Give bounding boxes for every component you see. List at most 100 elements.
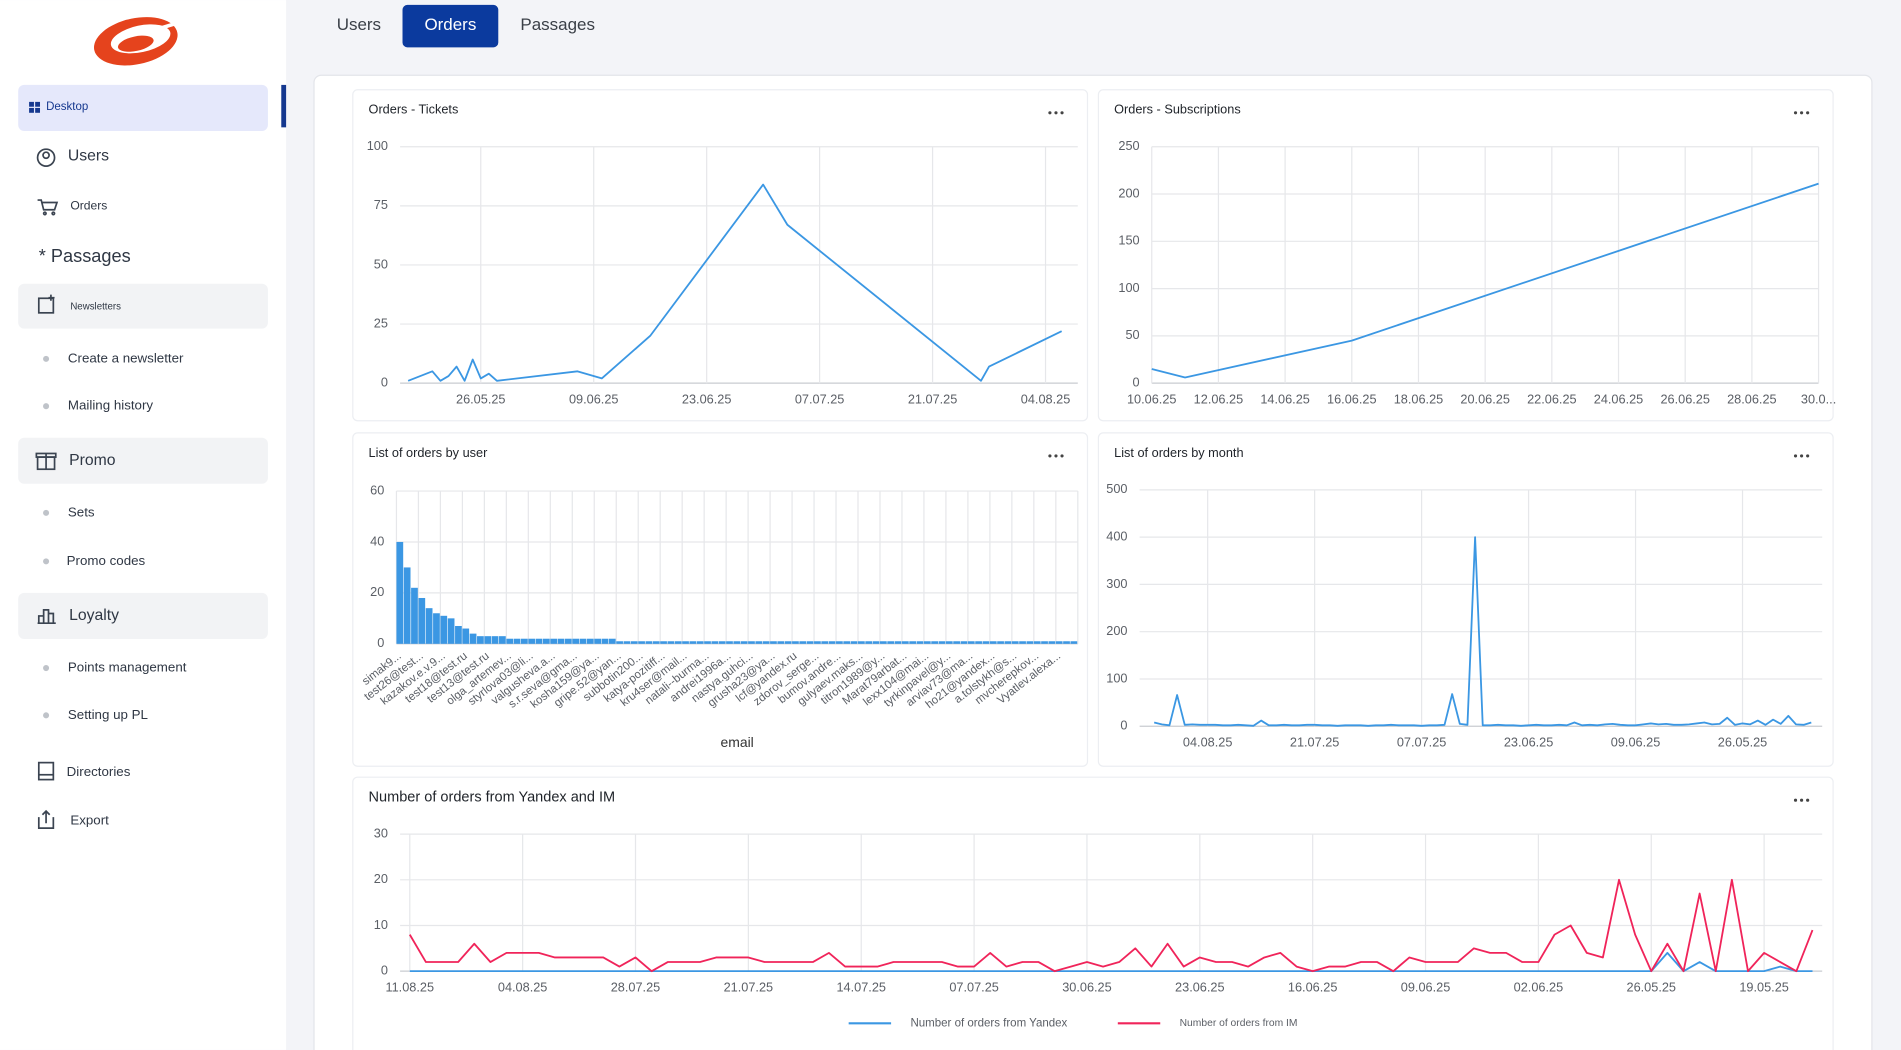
menu-dot: [1060, 454, 1064, 458]
menu-group-bg: [18, 283, 268, 329]
menu-dot: [1048, 111, 1052, 115]
menu-dot: [1793, 798, 1798, 802]
x-tick-label: 14.06.25: [1260, 391, 1310, 406]
bar: [616, 641, 623, 644]
x-tick-label: 21.07.25: [908, 391, 958, 406]
y-tick-label: 200: [1118, 185, 1139, 200]
bar: [799, 641, 807, 644]
bar: [520, 638, 528, 644]
menu-dot: [1054, 111, 1058, 115]
x-tick-label: 16.06.25: [1288, 979, 1338, 994]
menu-active-bar: [281, 84, 287, 128]
menu-item[interactable]: Directories: [67, 764, 131, 779]
bar: [975, 641, 982, 644]
menu-dot: [1793, 454, 1798, 458]
newsletter-icon: [37, 294, 55, 314]
line: [409, 951, 1813, 973]
line: [1153, 536, 1812, 727]
bar: [425, 608, 433, 644]
chart-title: Number of orders from Yandex and IM: [369, 790, 616, 806]
cart-icon: [37, 199, 59, 216]
x-tick-label: 04.08.25: [498, 979, 548, 994]
bar: [550, 638, 558, 644]
bar: [923, 641, 931, 644]
bar: [704, 641, 711, 644]
menu-subitem[interactable]: Setting up PL: [68, 707, 148, 722]
bar: [682, 641, 689, 644]
bullet: [43, 712, 50, 719]
bullet: [43, 558, 50, 565]
bar: [1070, 641, 1078, 644]
bar: [989, 641, 997, 644]
menu-dot: [1800, 798, 1804, 802]
chart-title: Orders - Subscriptions: [1114, 102, 1241, 117]
bar: [477, 636, 484, 644]
bar: [513, 638, 521, 644]
menu-item[interactable]: Newsletters: [70, 301, 121, 312]
y-tick-label: 0: [381, 963, 388, 978]
x-tick-label: 23.06.25: [1175, 979, 1225, 994]
tab[interactable]: Users: [337, 15, 381, 34]
bar: [1004, 641, 1012, 644]
tab[interactable]: Orders: [424, 15, 476, 34]
x-tick-label: 26.05.25: [1718, 735, 1768, 750]
chart-title: List of orders by user: [369, 445, 489, 460]
y-tick-label: 0: [377, 635, 384, 650]
bar: [433, 613, 440, 644]
menu-subitem[interactable]: Promo codes: [67, 553, 146, 568]
menu-group-bg: [18, 592, 268, 639]
menu-subitem[interactable]: Sets: [68, 504, 95, 519]
bar: [535, 638, 543, 644]
y-tick-label: 100: [367, 138, 388, 153]
bar: [740, 641, 748, 644]
x-tick-label: 07.07.25: [795, 391, 845, 406]
bar: [499, 636, 506, 644]
menu-item[interactable]: Loyalty: [69, 607, 119, 624]
bar: [396, 541, 404, 644]
y-tick-label: 150: [1118, 233, 1139, 248]
tab-active-bg[interactable]: [402, 4, 499, 48]
bar: [865, 641, 873, 644]
chart-title: List of orders by month: [1114, 445, 1243, 460]
menu-item[interactable]: Promo: [69, 452, 116, 469]
bar: [726, 641, 733, 644]
menu-section[interactable]: * Passages: [39, 246, 131, 266]
chart-card: [352, 776, 1834, 1050]
x-tick-label: 09.06.25: [569, 391, 619, 406]
menu-subitem[interactable]: Points management: [68, 660, 187, 675]
y-tick-label: 250: [1118, 138, 1139, 153]
bar: [1048, 641, 1056, 644]
menu-dot: [1048, 454, 1052, 458]
bullet: [43, 509, 50, 516]
y-tick-label: 20: [374, 871, 388, 886]
x-tick-label: 07.07.25: [1397, 735, 1447, 750]
chart-card: [352, 432, 1089, 767]
y-tick-label: 500: [1106, 481, 1127, 496]
bar: [667, 641, 675, 644]
menu-item[interactable]: Users: [68, 148, 109, 165]
bar: [689, 641, 697, 644]
menu-dot: [1806, 454, 1810, 458]
menu-item[interactable]: Orders: [70, 198, 107, 212]
bar: [1063, 641, 1070, 644]
y-tick-label: 10: [374, 917, 388, 932]
bar: [674, 641, 682, 644]
bar: [718, 641, 726, 644]
bar: [821, 641, 829, 644]
bar: [770, 641, 777, 644]
y-tick-label: 0: [381, 375, 388, 390]
x-tick-label: 30.06.25: [1062, 979, 1112, 994]
y-tick-label: 60: [370, 482, 384, 497]
bar: [784, 641, 792, 644]
menu-subitem[interactable]: Create a newsletter: [68, 350, 184, 365]
line: [408, 878, 1814, 973]
menu-subitem[interactable]: Mailing history: [68, 398, 154, 413]
menu-item[interactable]: Export: [70, 812, 109, 827]
y-tick-label: 0: [1133, 375, 1140, 390]
chart-card: [352, 89, 1089, 422]
bar: [557, 638, 565, 644]
tab[interactable]: Passages: [520, 15, 595, 34]
bar: [1019, 641, 1026, 644]
menu-item[interactable]: Desktop: [46, 101, 88, 113]
